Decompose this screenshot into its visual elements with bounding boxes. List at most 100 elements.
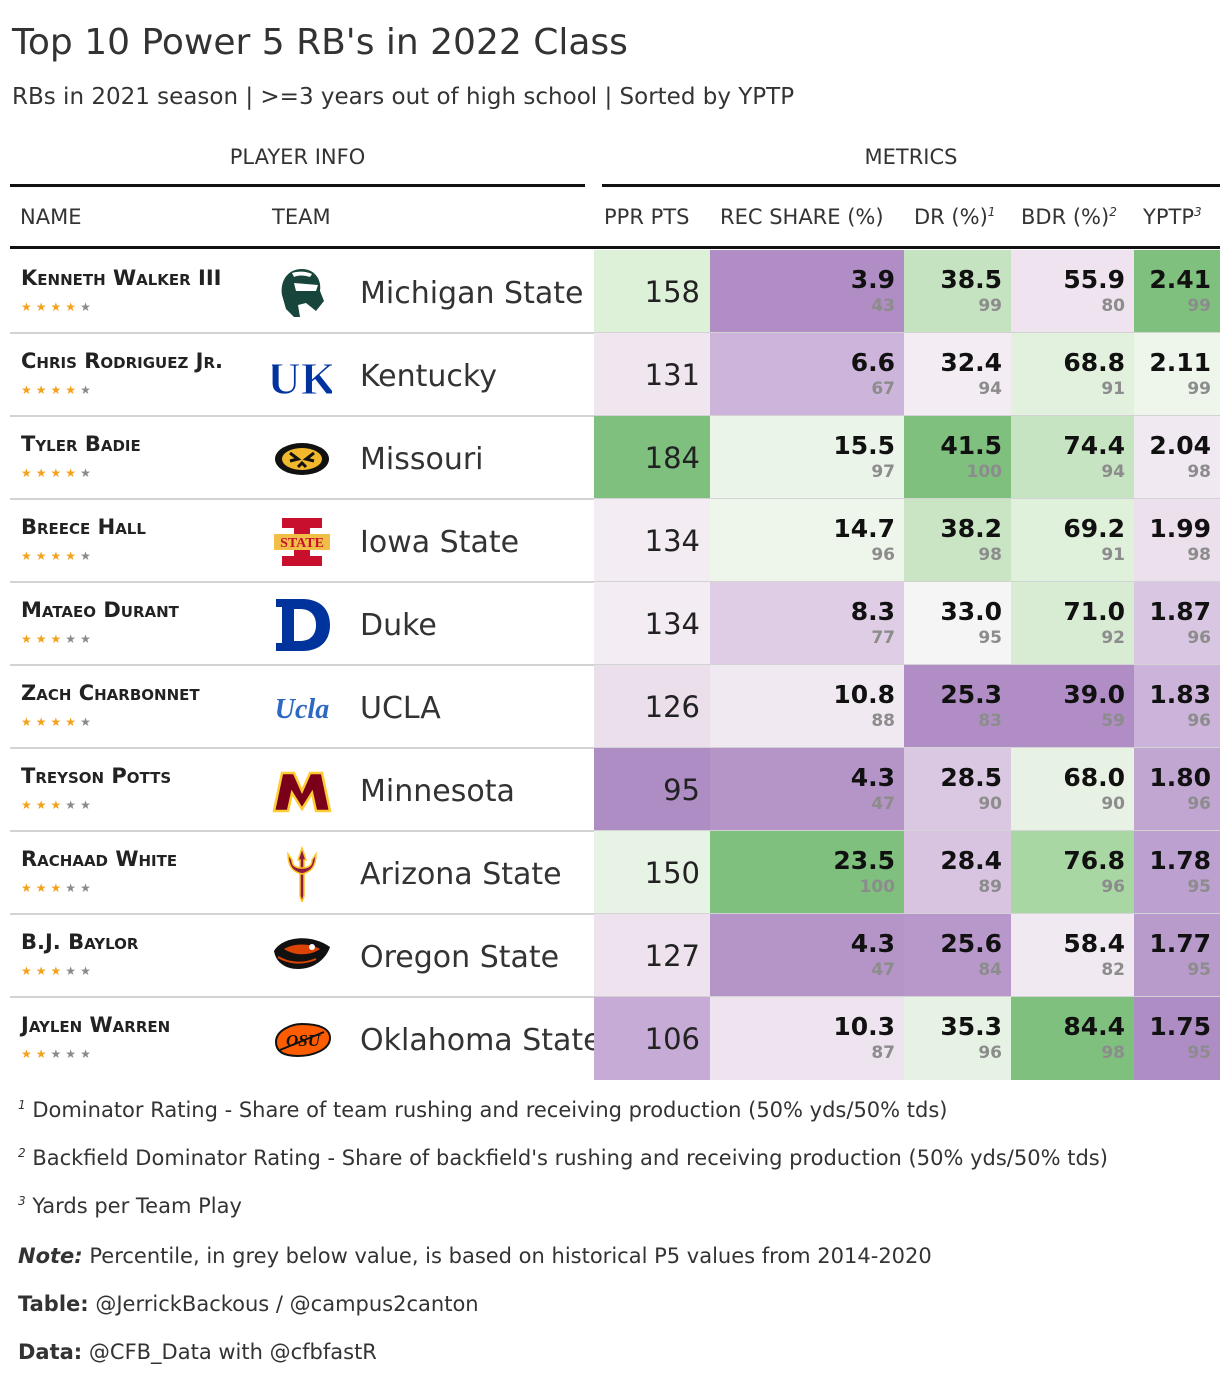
yptp-percentile: 95 (1187, 960, 1211, 980)
yptp-value: 1.87 (1149, 597, 1211, 626)
rec-share-percentile: 77 (871, 628, 895, 648)
yptp-cell: 1.87 96 (1134, 582, 1220, 665)
player-name: Zach Charbonnet (21, 681, 200, 705)
bdr-value: 84.4 (1063, 1012, 1125, 1041)
svg-text:UK: UK (272, 353, 332, 404)
table-row: Mataeo Durant ★★★★★ Duke 134 8.3 77 33.0 95 71.0… (10, 582, 1220, 665)
dr-cell: 32.4 94 (904, 333, 1011, 416)
bdr-percentile: 92 (1101, 628, 1125, 648)
yptp-value: 1.99 (1149, 514, 1211, 543)
star-rating: ★★★★★ (21, 383, 95, 397)
chart-title: Top 10 Power 5 RB's in 2022 Class (12, 22, 628, 63)
rec-share-value: 10.3 (833, 1012, 895, 1041)
rec-share-value: 15.5 (833, 431, 895, 460)
star-filled-icon: ★ (21, 632, 36, 646)
star-empty-icon: ★ (80, 466, 95, 480)
footnote-1: 1 Dominator Rating - Share of team rushi… (18, 1098, 948, 1122)
yptp-cell: 2.41 99 (1134, 250, 1220, 333)
star-filled-icon: ★ (21, 383, 36, 397)
spartan-helmet-icon (272, 265, 332, 321)
bdr-value: 39.0 (1063, 680, 1125, 709)
yptp-percentile: 98 (1187, 545, 1211, 565)
yptp-cell: 2.11 99 (1134, 333, 1220, 416)
ppr-value: 150 (644, 856, 700, 890)
star-rating: ★★★★★ (21, 466, 95, 480)
rec-share-value: 6.6 (850, 348, 895, 377)
col-header-bdr: BDR (%)2 (1021, 205, 1117, 229)
footnote-2: 2 Backfield Dominator Rating - Share of … (18, 1146, 1108, 1170)
bdr-percentile: 98 (1101, 1043, 1125, 1063)
yptp-percentile: 95 (1187, 1043, 1211, 1063)
ppr-value: 134 (644, 524, 700, 558)
yptp-cell: 2.04 98 (1134, 416, 1220, 499)
spanner-rule-metrics (602, 184, 1220, 187)
team-name: Oregon State (360, 940, 560, 975)
star-filled-icon: ★ (35, 715, 51, 729)
yptp-value: 2.04 (1149, 431, 1211, 460)
svg-text:Ucla: Ucla (275, 694, 329, 725)
bdr-cell: 58.4 82 (1011, 914, 1134, 997)
star-empty-icon: ★ (65, 632, 81, 646)
bdr-value: 74.4 (1063, 431, 1125, 460)
dr-cell: 28.4 89 (904, 831, 1011, 914)
spanner-player-info: PLAYER INFO (229, 145, 366, 169)
dr-cell: 41.5 100 (904, 416, 1011, 499)
player-name: B.J. Baylor (21, 930, 139, 954)
ppr-value: 134 (644, 607, 700, 641)
star-empty-icon: ★ (80, 632, 95, 646)
table-row: Kenneth Walker III ★★★★★ Michigan State 158… (10, 250, 1220, 333)
rec-share-percentile: 67 (871, 379, 895, 399)
bdr-cell: 71.0 92 (1011, 582, 1134, 665)
yptp-cell: 1.78 95 (1134, 831, 1220, 914)
table-row: Tyler Badie ★★★★★ Missouri 184 15.5 97 41.5 100… (10, 416, 1220, 499)
rec-share-cell: 10.3 87 (710, 997, 904, 1080)
player-name: Breece Hall (21, 515, 146, 539)
player-name: Chris Rodriguez Jr. (21, 349, 223, 373)
star-filled-icon: ★ (35, 632, 51, 646)
bdr-value: 76.8 (1063, 846, 1125, 875)
star-empty-icon: ★ (65, 798, 81, 812)
dr-cell: 35.3 96 (904, 997, 1011, 1080)
star-filled-icon: ★ (50, 964, 66, 978)
ppr-value: 127 (644, 939, 700, 973)
yptp-value: 1.77 (1149, 929, 1211, 958)
star-filled-icon: ★ (50, 383, 66, 397)
bdr-cell: 69.2 91 (1011, 499, 1134, 582)
rec-share-value: 23.5 (833, 846, 895, 875)
rec-share-cell: 3.9 43 (710, 250, 904, 333)
star-filled-icon: ★ (65, 466, 81, 480)
star-rating: ★★★★★ (21, 881, 95, 895)
table-row: Chris Rodriguez Jr. ★★★★★ UK Kentucky 131 6.6… (10, 333, 1220, 416)
dr-value: 41.5 (940, 431, 1002, 460)
rec-share-cell: 15.5 97 (710, 416, 904, 499)
star-filled-icon: ★ (50, 300, 66, 314)
dr-value: 35.3 (940, 1012, 1002, 1041)
star-rating: ★★★★★ (21, 1047, 95, 1061)
star-filled-icon: ★ (35, 466, 51, 480)
dr-cell: 28.5 90 (904, 748, 1011, 831)
star-filled-icon: ★ (35, 964, 51, 978)
dr-percentile: 95 (978, 628, 1002, 648)
dr-cell: 25.6 84 (904, 914, 1011, 997)
bdr-value: 68.0 (1063, 763, 1125, 792)
dr-percentile: 96 (978, 1043, 1002, 1063)
bdr-cell: 74.4 94 (1011, 416, 1134, 499)
team-name: Minnesota (360, 774, 515, 809)
star-filled-icon: ★ (21, 881, 36, 895)
rec-share-cell: 4.3 47 (710, 914, 904, 997)
yptp-value: 2.11 (1149, 348, 1211, 377)
rec-share-cell: 23.5 100 (710, 831, 904, 914)
ppr-cell: 106 (594, 997, 710, 1080)
bdr-cell: 68.8 91 (1011, 333, 1134, 416)
star-empty-icon: ★ (80, 798, 95, 812)
header-rule (10, 246, 1220, 249)
ppr-cell: 134 (594, 582, 710, 665)
star-filled-icon: ★ (35, 1047, 51, 1061)
table-row: Zach Charbonnet ★★★★★ Ucla UCLA 126 10.8 88 25.… (10, 665, 1220, 748)
rec-share-percentile: 97 (871, 462, 895, 482)
yptp-percentile: 96 (1187, 711, 1211, 731)
yptp-cell: 1.83 96 (1134, 665, 1220, 748)
rec-share-percentile: 47 (871, 960, 895, 980)
ppr-cell: 158 (594, 250, 710, 333)
ppr-cell: 184 (594, 416, 710, 499)
